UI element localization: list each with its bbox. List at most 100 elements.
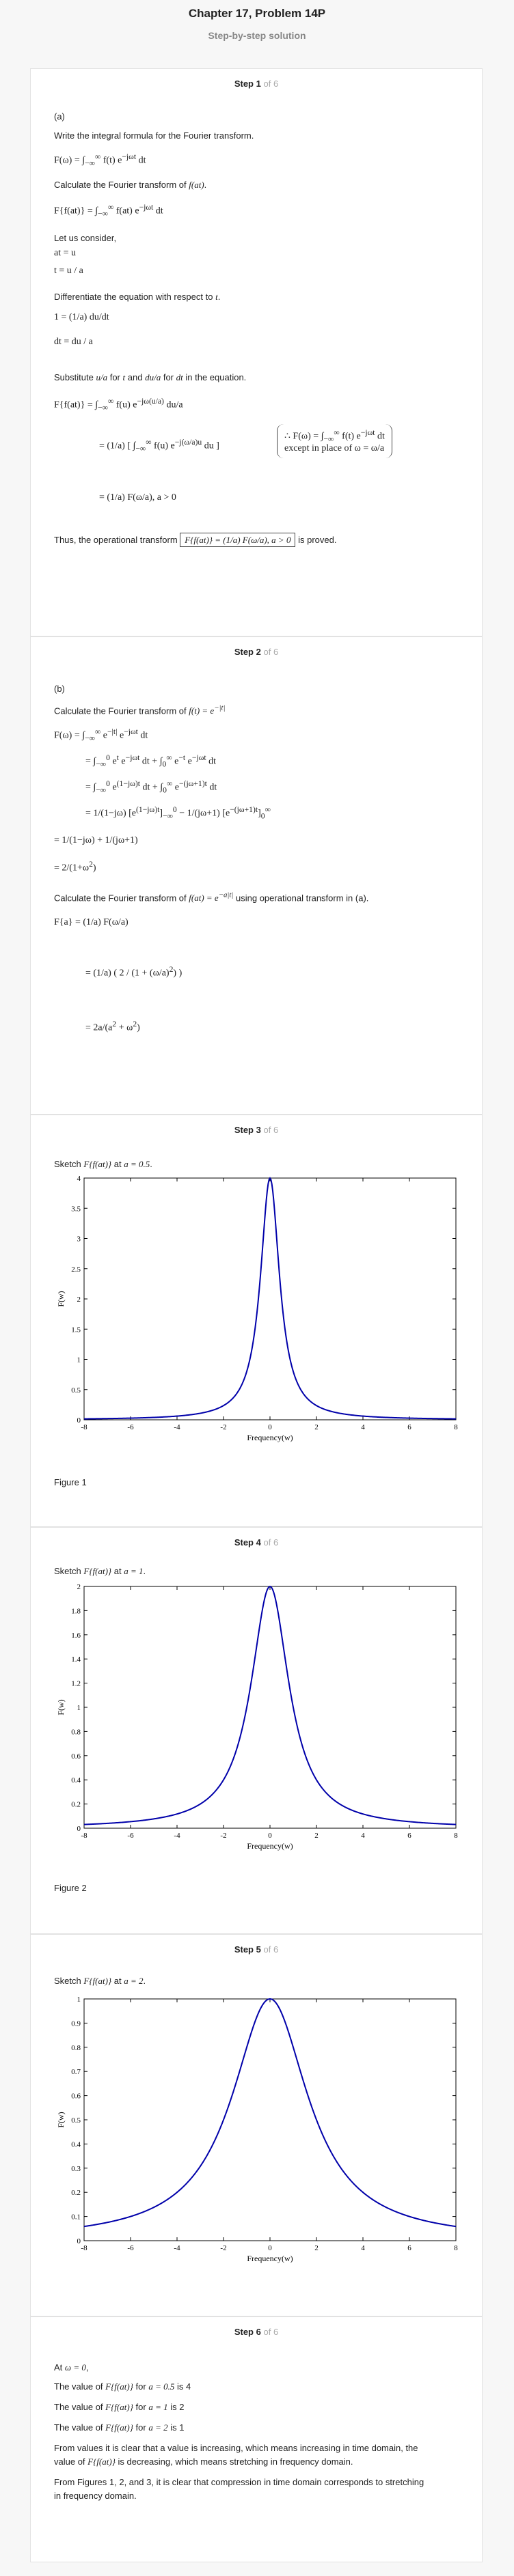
- series-line: [83, 1177, 457, 1420]
- x-tick-label: 6: [407, 1423, 411, 1431]
- step-card-5: Step 5 of 6 Sketch F{f(at)} at a = 2. -8…: [30, 1934, 483, 2316]
- y-tick-label: 1.4: [71, 1655, 81, 1664]
- step-text: From values it is clear that a value is …: [54, 2443, 418, 2453]
- step-card-6: Step 6 of 6 At ω = 0, The value of F{f(a…: [30, 2316, 483, 2562]
- step-text: Calculate the Fourier transform of f(at)…: [54, 891, 369, 904]
- chart-a-2: -8 -6 -4 -2 0 2 4 6 8 0 0.1 0.2 0.3 0.4 0.5 0.6 0.7 0.8 0.…: [56, 1996, 458, 2263]
- y-tick-label: 3.5: [71, 1205, 81, 1213]
- step-text: Sketch F{f(at)} at a = 2.: [54, 1976, 146, 1986]
- x-tick-label: 2: [314, 2244, 319, 2252]
- step-card-4: Step 4 of 6 Sketch F{f(at)} at a = 1. -8…: [30, 1527, 483, 1934]
- plot-frame: [83, 1586, 457, 1829]
- x-tick-label: -2: [220, 1832, 226, 1840]
- equation: F{f(at)} = ∫−∞∞ f(u) e−jω(u/a) du/a: [54, 397, 183, 412]
- step-text: value of F{f(at)} is decreasing, which m…: [54, 2456, 353, 2467]
- step-heading: Step 6 of 6: [234, 2327, 279, 2337]
- y-tick-label: 2: [77, 1296, 81, 1304]
- equation: dt = du / a: [54, 337, 93, 347]
- y-tick-label: 0.6: [71, 1752, 81, 1761]
- equation: F(ω) = ∫−∞∞ f(t) e−jωt dt: [54, 152, 146, 168]
- x-tick-label: 6: [407, 1832, 411, 1840]
- x-tick-label: -4: [174, 2244, 180, 2252]
- y-tick-label: 1.8: [71, 1607, 81, 1615]
- part-label: (a): [54, 111, 65, 122]
- y-tick-label: 0.8: [71, 1728, 81, 1736]
- x-tick-label: 8: [454, 1832, 458, 1840]
- page-header: Chapter 17, Problem 14P Step-by-step sol…: [0, 0, 514, 41]
- y-tick-label: 1: [77, 1356, 81, 1364]
- step-text: Calculate the Fourier transform of f(at)…: [54, 180, 207, 190]
- equation: = 1/(1−jω) + 1/(jω+1): [54, 835, 138, 845]
- y-tick-label: 3: [77, 1235, 81, 1244]
- y-tick-label: 0: [77, 1416, 81, 1425]
- y-tick-label: 1: [77, 1996, 81, 2004]
- step-heading: Step 5 of 6: [234, 1944, 279, 1955]
- y-tick-label: 0.1: [71, 2213, 81, 2222]
- y-tick-label: 0.2: [71, 1801, 81, 1809]
- step-text: Thus, the operational transform F{f(at)}…: [54, 533, 336, 547]
- x-tick-label: 4: [361, 2244, 365, 2252]
- x-tick-label: -6: [127, 2244, 134, 2252]
- x-tick-label: -8: [81, 1832, 87, 1840]
- equation: F{f(at)} = ∫−∞∞ f(at) e−jωt dt: [54, 203, 163, 219]
- equation-note: ∴ F(ω) = ∫−∞∞ f(t) e−jωt dt except in pla…: [277, 424, 392, 459]
- chart-a-0.5: -8 -6 -4 -2 0 2 4 6 8 0 0.5 1 1.5 2 2.5 3 3.5 4 Frequency(…: [56, 1175, 458, 1442]
- y-tick-label: 0.6: [71, 2092, 81, 2101]
- series-line: [83, 1585, 457, 1825]
- step-text: At ω = 0,: [54, 2362, 89, 2372]
- y-axis-label: F(w): [56, 1699, 66, 1715]
- page-title: Chapter 17, Problem 14P: [188, 7, 326, 20]
- step-text: The value of F{f(at)} for a = 1 is 2: [54, 2402, 185, 2412]
- step-text: Substitute u/a for t and du/a for dt in …: [54, 372, 247, 382]
- step-text: in frequency domain.: [54, 2491, 137, 2501]
- series-line: [83, 1998, 457, 2228]
- x-axis-label: Frequency(w): [247, 1433, 293, 1442]
- y-tick-label: 4: [77, 1175, 81, 1183]
- step-text: Write the integral formula for the Fouri…: [54, 130, 254, 141]
- y-tick-label: 0.5: [71, 1386, 81, 1395]
- x-tick-label: 2: [314, 1832, 319, 1840]
- y-tick-label: 0.3: [71, 2165, 81, 2173]
- x-tick-label: 6: [407, 2244, 411, 2252]
- y-tick-label: 0.4: [71, 2140, 81, 2148]
- chart-a-1: -8 -6 -4 -2 0 2 4 6 8 0 0.2 0.4 0.6 0.8 1 1.2 1.4 1.6 1.8 2…: [56, 1583, 458, 1851]
- y-tick-label: 0.9: [71, 2019, 81, 2028]
- x-tick-label: -4: [174, 1832, 180, 1840]
- x-tick-label: -2: [220, 2244, 226, 2252]
- x-tick-label: 0: [268, 1832, 272, 1840]
- equation: F(ω) = ∫−∞∞ e−|t| e−jωt dt: [54, 727, 148, 743]
- x-tick-label: -6: [127, 1832, 134, 1840]
- y-tick-label: 2.5: [71, 1265, 81, 1274]
- step-heading: Step 4 of 6: [234, 1537, 279, 1548]
- step-card-3: Step 3 of 6 Sketch F{f(at)} at a = 0.5. …: [30, 1115, 483, 1527]
- y-tick-label: 0.5: [71, 2116, 81, 2125]
- y-tick-label: 0.8: [71, 2044, 81, 2052]
- equation: t = u / a: [54, 266, 83, 276]
- part-label: (b): [54, 684, 65, 694]
- x-axis-label: Frequency(w): [247, 2254, 293, 2263]
- y-tick-label: 1.5: [71, 1326, 81, 1334]
- x-tick-label: -8: [81, 2244, 87, 2252]
- equation: = 1/(1−jω) [e(1−jω)t]−∞0 − 1/(jω+1) [e−(…: [85, 805, 271, 821]
- y-tick-label: 1.2: [71, 1680, 81, 1688]
- equation: F{a} = (1/a) F(ω/a): [54, 917, 128, 927]
- y-tick-label: 0.7: [71, 2068, 81, 2076]
- equation: = (1/a) ( 2 / (1 + (ω/a)2) ): [85, 965, 182, 979]
- step-card-2: Step 2 of 6 (b) Calculate the Fourier tr…: [30, 636, 483, 1115]
- step-text: Let us consider,: [54, 233, 117, 243]
- step-text: Differentiate the equation with respect …: [54, 292, 221, 302]
- step-text: Calculate the Fourier transform of f(t) …: [54, 704, 226, 716]
- x-tick-label: 4: [361, 1423, 365, 1431]
- figure-caption: Figure 2: [54, 1883, 87, 1893]
- page-subtitle: Step-by-step solution: [208, 30, 306, 41]
- equation: = 2/(1+ω2): [54, 860, 96, 873]
- x-tick-label: -4: [174, 1423, 180, 1431]
- x-tick-label: -2: [220, 1423, 226, 1431]
- equation: = (1/a) F(ω/a), a > 0: [99, 492, 176, 503]
- step-text: Sketch F{f(at)} at a = 1.: [54, 1566, 146, 1576]
- step-text: Sketch F{f(at)} at a = 0.5.: [54, 1159, 152, 1169]
- y-tick-label: 2: [77, 1583, 81, 1591]
- step-card-1: Step 1 of 6 (a) Write the integral formu…: [30, 68, 483, 636]
- plot-frame: [83, 1177, 457, 1420]
